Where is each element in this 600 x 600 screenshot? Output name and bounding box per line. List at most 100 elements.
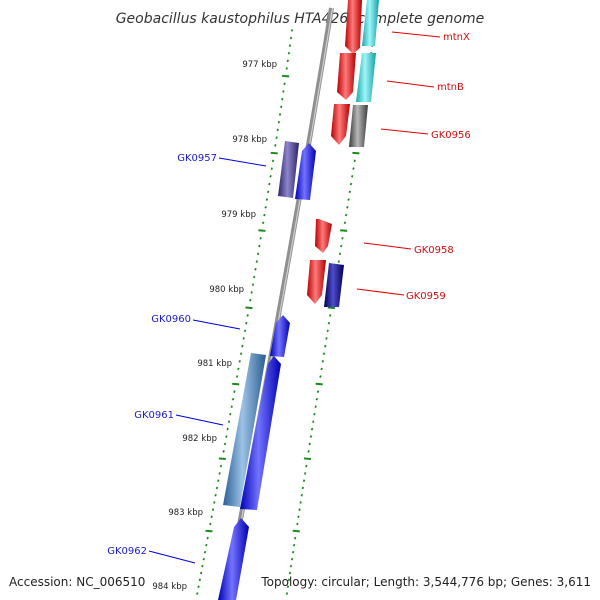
minor-tick: [199, 571, 203, 575]
minor-tick: [301, 486, 305, 490]
minor-tick: [341, 236, 344, 240]
minor-tick: [265, 198, 269, 201]
minor-tick: [282, 90, 285, 93]
minor-tick: [229, 412, 232, 416]
minor-tick: [312, 420, 315, 423]
minor-tick: [316, 390, 320, 393]
tick-label: 982 kbp: [182, 434, 217, 444]
gene-label[interactable]: GK0962: [107, 546, 147, 557]
minor-tick: [245, 321, 248, 325]
minor-tick: [246, 314, 249, 317]
minor-tick: [227, 420, 231, 423]
gene-label[interactable]: mtnX: [443, 32, 470, 43]
tick-label: 977 kbp: [242, 60, 277, 70]
gene-arrow[interactable]: [349, 105, 368, 147]
gene-label[interactable]: GK0957: [177, 153, 217, 164]
minor-tick: [222, 450, 225, 453]
gene-arrow[interactable]: [331, 104, 350, 145]
minor-tick: [347, 198, 350, 201]
gene-label[interactable]: GK0961: [134, 410, 174, 421]
minor-tick: [300, 493, 303, 497]
minor-tick: [353, 159, 356, 163]
minor-tick: [287, 51, 291, 55]
minor-tick: [285, 67, 288, 70]
gene-arrow[interactable]: [362, 0, 379, 46]
gene-arrow[interactable]: [307, 260, 326, 304]
gene-arrow[interactable]: [278, 141, 299, 198]
minor-tick: [281, 97, 284, 101]
minor-tick: [269, 175, 272, 178]
gene-arrow[interactable]: [240, 356, 281, 510]
accession-text: Accession: NC_006510: [9, 575, 145, 589]
minor-tick: [259, 236, 262, 240]
minor-tick: [230, 405, 233, 409]
minor-tick: [213, 501, 216, 504]
minor-tick: [201, 564, 204, 568]
minor-tick: [299, 501, 302, 504]
gene-label[interactable]: GK0959: [406, 291, 446, 302]
minor-tick: [291, 550, 295, 554]
gene-arrow[interactable]: [324, 263, 344, 307]
gene-arrow[interactable]: [223, 353, 266, 507]
major-tick: [340, 229, 348, 232]
gene-arrow[interactable]: [270, 315, 290, 357]
gene-label[interactable]: GK0960: [151, 314, 191, 325]
minor-tick: [233, 390, 236, 393]
minor-tick: [313, 412, 316, 416]
minor-tick: [225, 435, 228, 438]
minor-tick: [327, 321, 331, 325]
minor-tick: [288, 571, 292, 575]
major-tick: [327, 306, 335, 310]
minor-tick: [235, 375, 239, 378]
minor-tick: [290, 557, 294, 561]
gene-arrow[interactable]: [295, 143, 316, 200]
minor-tick: [206, 536, 209, 540]
gene-arrow[interactable]: [356, 53, 376, 102]
gene-label[interactable]: mtnB: [437, 82, 464, 93]
gene-label[interactable]: GK0956: [431, 130, 471, 141]
minor-tick: [203, 550, 207, 554]
gene-arrow[interactable]: [345, 0, 362, 54]
minor-tick: [340, 244, 343, 248]
minor-tick: [337, 260, 340, 263]
minor-tick: [249, 298, 252, 302]
minor-tick: [344, 213, 348, 217]
minor-tick: [289, 564, 293, 568]
minor-tick: [275, 136, 278, 139]
minor-tick: [214, 493, 217, 497]
minor-tick: [319, 375, 322, 378]
minor-tick: [238, 360, 241, 363]
tick-label: 979 kbp: [221, 210, 256, 220]
minor-tick: [243, 329, 247, 333]
minor-tick: [351, 175, 354, 178]
minor-tick: [231, 397, 235, 401]
minor-tick: [274, 144, 277, 147]
minor-tick: [271, 159, 275, 163]
gene-arrow[interactable]: [315, 219, 332, 253]
minor-tick: [218, 472, 221, 475]
major-tick: [315, 382, 323, 386]
gene-arrow[interactable]: [218, 518, 249, 600]
minor-tick: [215, 486, 219, 490]
major-tick: [232, 382, 240, 386]
gene-label[interactable]: GK0958: [414, 245, 454, 256]
minor-tick: [268, 182, 271, 186]
minor-tick: [325, 337, 328, 340]
minor-tick: [279, 105, 283, 109]
minor-tick: [209, 522, 212, 526]
major-tick: [282, 74, 290, 78]
major-tick: [303, 457, 312, 461]
minor-tick: [346, 206, 349, 209]
minor-tick: [237, 367, 240, 371]
genome-backbone: [222, 7, 334, 600]
tick-label: 984 kbp: [152, 582, 187, 592]
minor-tick: [321, 360, 325, 363]
minor-tick: [270, 167, 273, 170]
minor-tick: [343, 221, 347, 225]
minor-tick: [322, 352, 326, 356]
tick-label: 983 kbp: [168, 508, 203, 518]
minor-tick: [198, 578, 202, 582]
minor-tick: [261, 221, 265, 225]
minor-tick: [296, 522, 299, 526]
gene-arrow[interactable]: [337, 53, 356, 100]
